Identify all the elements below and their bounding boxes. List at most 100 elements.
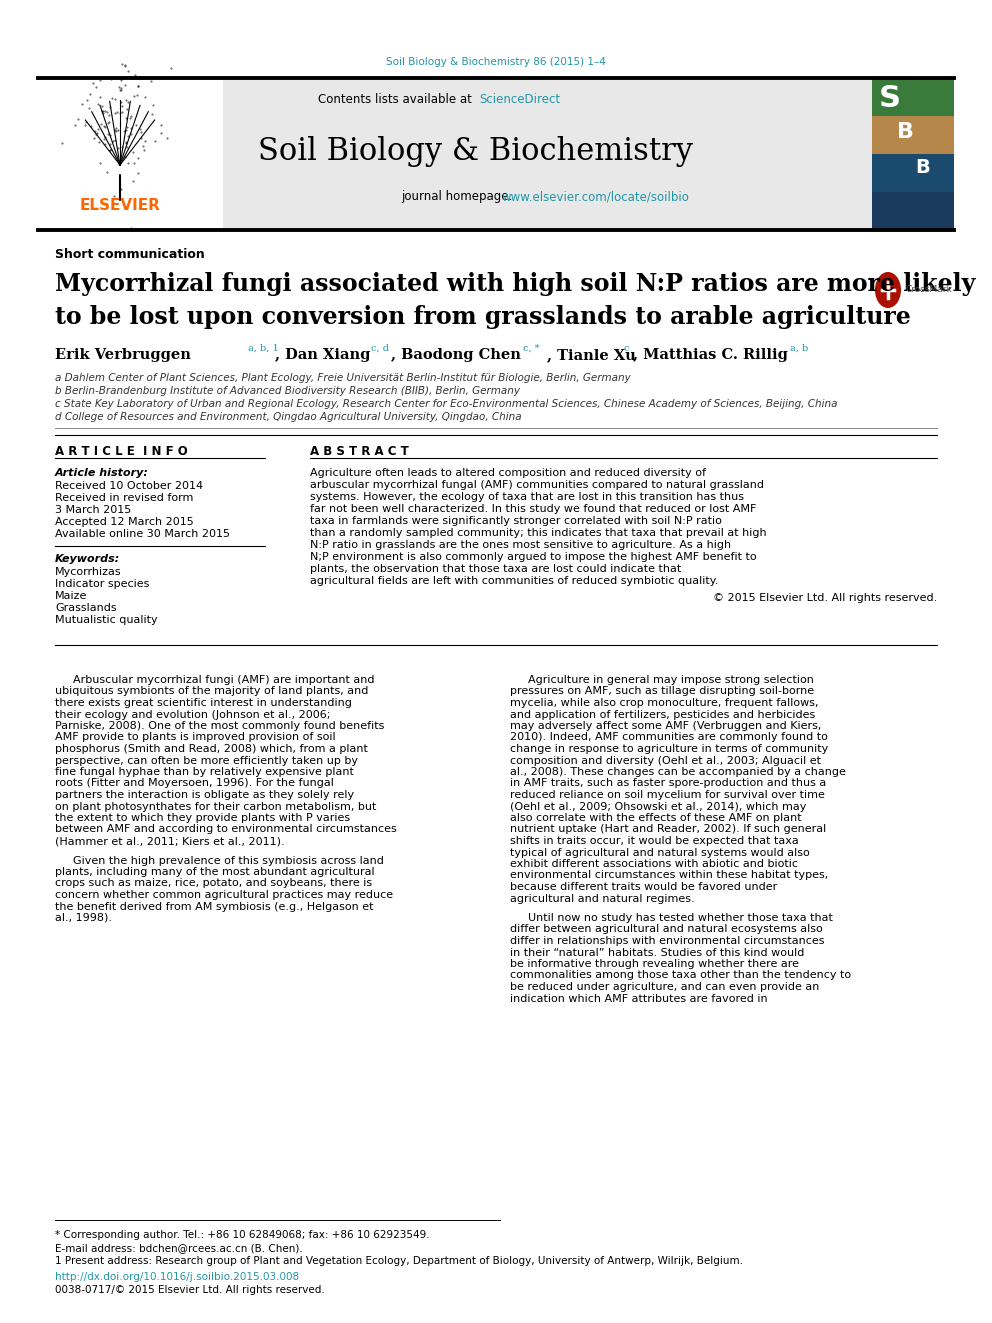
Text: Short communication: Short communication [55, 247, 204, 261]
Text: change in response to agriculture in terms of community: change in response to agriculture in ter… [510, 744, 828, 754]
Text: in their “natural” habitats. Studies of this kind would: in their “natural” habitats. Studies of … [510, 947, 805, 958]
Text: on plant photosynthates for their carbon metabolism, but: on plant photosynthates for their carbon… [55, 802, 376, 811]
Text: E-mail address: bdchen@rcees.ac.cn (B. Chen).: E-mail address: bdchen@rcees.ac.cn (B. C… [55, 1244, 303, 1253]
Text: a Dahlem Center of Plant Sciences, Plant Ecology, Freie Universität Berlin-Insti: a Dahlem Center of Plant Sciences, Plant… [55, 373, 631, 382]
Text: reduced reliance on soil mycelium for survival over time: reduced reliance on soil mycelium for su… [510, 790, 825, 800]
Text: c State Key Laboratory of Urban and Regional Ecology, Research Center for Eco-En: c State Key Laboratory of Urban and Regi… [55, 400, 837, 409]
Text: © 2015 Elsevier Ltd. All rights reserved.: © 2015 Elsevier Ltd. All rights reserved… [712, 593, 937, 603]
Text: * Corresponding author. Tel.: +86 10 62849068; fax: +86 10 62923549.: * Corresponding author. Tel.: +86 10 628… [55, 1230, 430, 1240]
Text: Indicator species: Indicator species [55, 579, 150, 589]
Text: B: B [897, 122, 914, 142]
Text: Keywords:: Keywords: [55, 554, 120, 564]
Text: Until now no study has tested whether those taxa that: Until now no study has tested whether th… [528, 913, 833, 923]
Text: Mycorrhizas: Mycorrhizas [55, 568, 122, 577]
Bar [38, 78, 954, 230]
Text: Received in revised form: Received in revised form [55, 493, 193, 503]
Text: Available online 30 March 2015: Available online 30 March 2015 [55, 529, 230, 538]
Text: AMF provide to plants is improved provision of soil: AMF provide to plants is improved provis… [55, 733, 335, 742]
Text: www.elsevier.com/locate/soilbio: www.elsevier.com/locate/soilbio [501, 191, 688, 202]
Text: c: c [623, 344, 629, 353]
Text: roots (Fitter and Moyersoen, 1996). For the fungal: roots (Fitter and Moyersoen, 1996). For … [55, 778, 334, 789]
Text: phosphorus (Smith and Read, 2008) which, from a plant: phosphorus (Smith and Read, 2008) which,… [55, 744, 368, 754]
Text: (Hammer et al., 2011; Kiers et al., 2011).: (Hammer et al., 2011; Kiers et al., 2011… [55, 836, 285, 845]
Text: concern whether common agricultural practices may reduce: concern whether common agricultural prac… [55, 890, 393, 900]
Text: B: B [915, 157, 930, 177]
Text: agricultural fields are left with communities of reduced symbiotic quality.: agricultural fields are left with commun… [310, 576, 718, 586]
Text: Agriculture in general may impose strong selection: Agriculture in general may impose strong… [528, 675, 813, 685]
Text: 3 March 2015: 3 March 2015 [55, 505, 131, 515]
Text: journal homepage:: journal homepage: [401, 191, 516, 202]
Text: systems. However, the ecology of taxa that are lost in this transition has thus: systems. However, the ecology of taxa th… [310, 492, 744, 501]
Text: , Matthias C. Rillig: , Matthias C. Rillig [633, 348, 793, 363]
Text: CrossMark: CrossMark [905, 284, 951, 294]
Text: , Dan Xiang: , Dan Xiang [275, 348, 376, 363]
Text: a, b: a, b [790, 344, 808, 353]
Text: agricultural and natural regimes.: agricultural and natural regimes. [510, 893, 694, 904]
Text: Soil Biology & Biochemistry: Soil Biology & Biochemistry [259, 136, 693, 167]
Text: ELSEVIER: ELSEVIER [79, 198, 161, 213]
Text: their ecology and evolution (Johnson et al., 2006;: their ecology and evolution (Johnson et … [55, 709, 330, 720]
Text: there exists great scientific interest in understanding: there exists great scientific interest i… [55, 699, 352, 708]
Text: nutrient uptake (Hart and Reader, 2002). If such general: nutrient uptake (Hart and Reader, 2002).… [510, 824, 826, 835]
Text: Article history:: Article history: [55, 468, 149, 478]
Text: Given the high prevalence of this symbiosis across land: Given the high prevalence of this symbio… [73, 856, 384, 865]
Text: Mutualistic quality: Mutualistic quality [55, 615, 158, 624]
Text: between AMF and according to environmental circumstances: between AMF and according to environment… [55, 824, 397, 835]
Text: ScienceDirect: ScienceDirect [479, 93, 560, 106]
Text: fine fungal hyphae than by relatively expensive plant: fine fungal hyphae than by relatively ex… [55, 767, 354, 777]
Text: N:P ratio in grasslands are the ones most sensitive to agriculture. As a high: N:P ratio in grasslands are the ones mos… [310, 540, 731, 550]
Text: N;P environment is also commonly argued to impose the highest AMF benefit to: N;P environment is also commonly argued … [310, 552, 757, 562]
Text: b Berlin-Brandenburg Institute of Advanced Biodiversity Research (BIIB), Berlin,: b Berlin-Brandenburg Institute of Advanc… [55, 386, 520, 396]
Bar [872, 78, 954, 116]
Text: http://dx.doi.org/10.1016/j.soilbio.2015.03.008: http://dx.doi.org/10.1016/j.soilbio.2015… [55, 1271, 300, 1282]
Text: Erik Verbruggen: Erik Verbruggen [55, 348, 196, 363]
Text: exhibit different associations with abiotic and biotic: exhibit different associations with abio… [510, 859, 798, 869]
Text: A R T I C L E  I N F O: A R T I C L E I N F O [55, 445, 187, 458]
Text: indication which AMF attributes are favored in: indication which AMF attributes are favo… [510, 994, 768, 1004]
Text: 1 Present address: Research group of Plant and Vegetation Ecology, Department of: 1 Present address: Research group of Pla… [55, 1256, 743, 1266]
Text: S: S [879, 83, 901, 112]
Text: Grasslands: Grasslands [55, 603, 117, 613]
Text: c, d: c, d [371, 344, 389, 353]
Text: arbuscular mycorrhizal fungal (AMF) communities compared to natural grassland: arbuscular mycorrhizal fungal (AMF) comm… [310, 480, 764, 490]
Text: partners the interaction is obligate as they solely rely: partners the interaction is obligate as … [55, 790, 354, 800]
Text: plants, the observation that those taxa are lost could indicate that: plants, the observation that those taxa … [310, 564, 682, 574]
Text: and application of fertilizers, pesticides and herbicides: and application of fertilizers, pesticid… [510, 709, 815, 720]
Text: because different traits would be favored under: because different traits would be favore… [510, 882, 778, 892]
Text: plants, including many of the most abundant agricultural: plants, including many of the most abund… [55, 867, 375, 877]
Text: the benefit derived from AM symbiosis (e.g., Helgason et: the benefit derived from AM symbiosis (e… [55, 901, 374, 912]
Bar [872, 192, 954, 230]
Text: Arbuscular mycorrhizal fungi (AMF) are important and: Arbuscular mycorrhizal fungi (AMF) are i… [73, 675, 375, 685]
Text: c, *: c, * [523, 344, 540, 353]
Text: ubiquitous symbionts of the majority of land plants, and: ubiquitous symbionts of the majority of … [55, 687, 368, 696]
Text: Mycorrhizal fungi associated with high soil N:P ratios are more likely: Mycorrhizal fungi associated with high s… [55, 273, 975, 296]
Text: 0038-0717/© 2015 Elsevier Ltd. All rights reserved.: 0038-0717/© 2015 Elsevier Ltd. All right… [55, 1285, 324, 1295]
Text: Soil Biology & Biochemistry 86 (2015) 1–4: Soil Biology & Biochemistry 86 (2015) 1–… [386, 57, 606, 67]
Text: taxa in farmlands were significantly stronger correlated with soil N:P ratio: taxa in farmlands were significantly str… [310, 516, 722, 527]
Text: (Oehl et al., 2009; Ohsowski et al., 2014), which may: (Oehl et al., 2009; Ohsowski et al., 201… [510, 802, 806, 811]
Text: 2010). Indeed, AMF communities are commonly found to: 2010). Indeed, AMF communities are commo… [510, 733, 828, 742]
Text: to be lost upon conversion from grasslands to arable agriculture: to be lost upon conversion from grasslan… [55, 306, 911, 329]
Bar [872, 116, 954, 153]
Text: Accepted 12 March 2015: Accepted 12 March 2015 [55, 517, 193, 527]
Text: al., 1998).: al., 1998). [55, 913, 112, 923]
Text: d College of Resources and Environment, Qingdao Agricultural University, Qingdao: d College of Resources and Environment, … [55, 411, 522, 422]
Text: Maize: Maize [55, 591, 87, 601]
Text: , Tianle Xu: , Tianle Xu [547, 348, 641, 363]
Text: Received 10 October 2014: Received 10 October 2014 [55, 482, 203, 491]
Text: commonalities among those taxa other than the tendency to: commonalities among those taxa other tha… [510, 971, 851, 980]
Text: composition and diversity (Oehl et al., 2003; Alguacil et: composition and diversity (Oehl et al., … [510, 755, 821, 766]
Text: , Baodong Chen: , Baodong Chen [391, 348, 526, 363]
Text: Agriculture often leads to altered composition and reduced diversity of: Agriculture often leads to altered compo… [310, 468, 706, 478]
Text: shifts in traits occur, it would be expected that taxa: shifts in traits occur, it would be expe… [510, 836, 799, 845]
Bar [872, 153, 954, 192]
Text: in AMF traits, such as faster spore-production and thus a: in AMF traits, such as faster spore-prod… [510, 778, 826, 789]
Ellipse shape [875, 273, 901, 308]
Text: far not been well characterized. In this study we found that reduced or lost AMF: far not been well characterized. In this… [310, 504, 756, 515]
Text: mycelia, while also crop monoculture, frequent fallows,: mycelia, while also crop monoculture, fr… [510, 699, 818, 708]
Text: may adversely affect some AMF (Verbruggen and Kiers,: may adversely affect some AMF (Verbrugge… [510, 721, 821, 732]
Text: be reduced under agriculture, and can even provide an: be reduced under agriculture, and can ev… [510, 982, 819, 992]
Text: A B S T R A C T: A B S T R A C T [310, 445, 409, 458]
Text: typical of agricultural and natural systems would also: typical of agricultural and natural syst… [510, 848, 809, 857]
Text: Parniske, 2008). One of the most commonly found benefits: Parniske, 2008). One of the most commonl… [55, 721, 384, 732]
